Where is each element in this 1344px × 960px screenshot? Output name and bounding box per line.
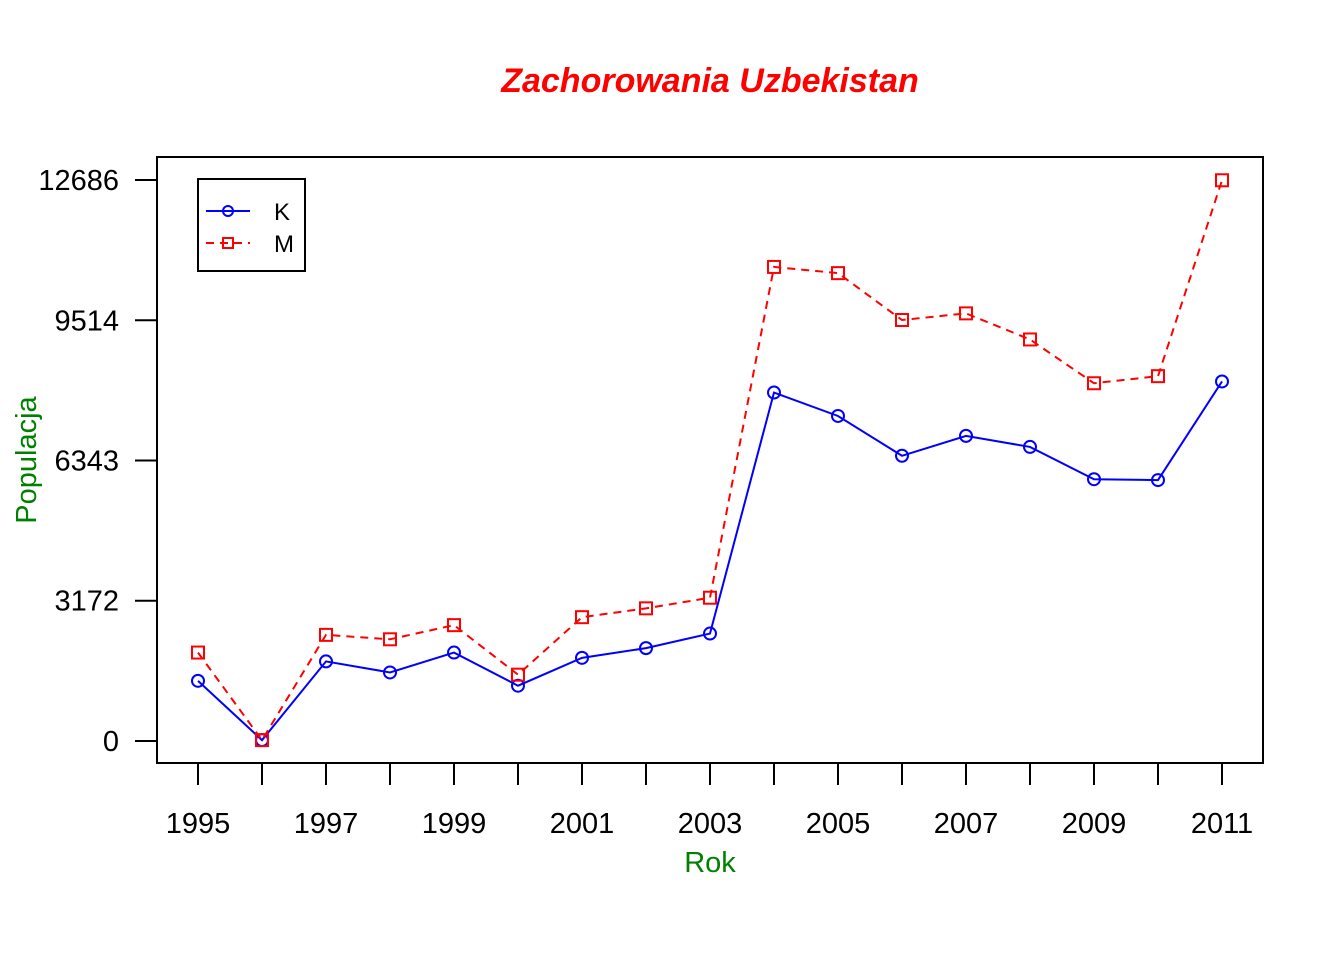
point-K-2008 [1023, 439, 1037, 454]
x-tick-label-2003: 2003 [678, 808, 743, 840]
x-tick-label-2009: 2009 [1062, 808, 1127, 840]
series-M [191, 173, 1229, 748]
legend-label-M: M [274, 231, 294, 258]
x-tick-label-1995: 1995 [166, 808, 231, 840]
x-tick-label-2007: 2007 [934, 808, 999, 840]
point-K-2003 [703, 626, 717, 641]
y-tick-label-6343: 6343 [54, 446, 119, 478]
point-M-2000 [511, 667, 525, 682]
point-K-2006 [895, 448, 909, 463]
y-tick-label-0: 0 [103, 726, 119, 758]
series-layer [191, 173, 1229, 748]
legend-box [197, 178, 306, 272]
legend-label-K: K [274, 199, 290, 226]
point-M-2001 [575, 610, 589, 625]
chart-title: Zachorowania Uzbekistan [500, 62, 919, 100]
point-M-1999 [447, 618, 461, 633]
legend: KM [197, 178, 306, 272]
legend-item-M: M [206, 231, 294, 258]
point-K-2007 [959, 428, 973, 443]
y-tick-label-12686: 12686 [38, 165, 119, 197]
point-M-1998 [383, 632, 397, 647]
point-M-1996 [255, 733, 269, 748]
series-K [191, 374, 1229, 748]
point-K-1999 [447, 645, 461, 660]
point-K-1995 [191, 673, 205, 688]
point-M-2004 [767, 259, 781, 274]
point-K-2010 [1151, 473, 1165, 488]
x-axis-label: Rok [684, 847, 736, 879]
point-M-2008 [1023, 332, 1037, 347]
point-M-1995 [191, 645, 205, 660]
x-tick-label-1999: 1999 [422, 808, 487, 840]
x-tick-label-2005: 2005 [806, 808, 871, 840]
point-M-2002 [639, 601, 653, 616]
y-axis-label: Populacja [11, 395, 43, 523]
point-K-2001 [575, 650, 589, 665]
point-M-2006 [895, 313, 909, 328]
point-K-2002 [639, 641, 653, 656]
y-axis: 0 3172 6343 9514 12686 [38, 165, 158, 758]
legend-marker-K [222, 205, 234, 217]
point-K-2005 [831, 408, 845, 423]
x-tick-label-1997: 1997 [294, 808, 359, 840]
legend-item-K: K [206, 199, 290, 226]
point-K-1998 [383, 665, 397, 680]
point-M-2011 [1215, 173, 1229, 188]
point-M-2005 [831, 266, 845, 281]
y-tick-label-3172: 3172 [54, 586, 119, 618]
series-line-M [197, 179, 1223, 742]
x-axis: 1995 1997 1999 2001 2003 2005 2007 2009 2011 [166, 762, 1253, 840]
plot-area [156, 156, 1264, 764]
point-M-1997 [319, 627, 333, 642]
y-tick-label-9514: 9514 [54, 305, 119, 337]
series-line-K [197, 380, 1223, 742]
legend-marker-M [222, 237, 234, 249]
point-K-1997 [319, 654, 333, 669]
point-K-2009 [1087, 472, 1101, 487]
x-tick-label-2011: 2011 [1191, 808, 1253, 840]
point-M-2009 [1087, 376, 1101, 391]
point-M-2007 [959, 306, 973, 321]
point-M-2003 [703, 590, 717, 605]
x-tick-label-2001: 2001 [550, 808, 615, 840]
point-K-2004 [767, 385, 781, 400]
point-K-2011 [1215, 374, 1229, 389]
point-M-2010 [1151, 369, 1165, 384]
